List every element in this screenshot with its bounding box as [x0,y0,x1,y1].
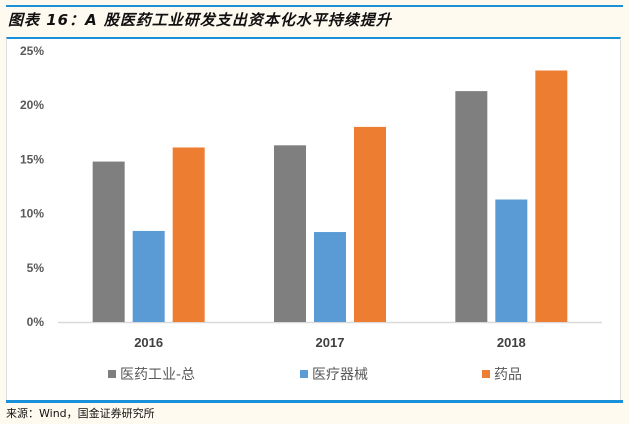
bar-2018-2 [535,70,568,323]
y-tick-label: 0% [27,315,45,329]
bar-2016-1 [132,230,165,322]
x-tick-label: 2016 [134,335,163,350]
figure-title: 图表 16：A 股医药工业研发支出资本化水平持续提升 [8,11,392,29]
legend-label: 药品 [494,367,522,383]
x-tick-label: 2017 [316,335,345,350]
legend-label: 医药工业-总 [120,367,195,383]
legend-swatch [482,370,490,378]
bar-2018-0 [455,91,488,322]
bar-2017-1 [314,232,346,322]
legend-swatch [300,370,308,378]
bar-2016-2 [172,147,205,322]
bar-2016-0 [92,161,125,322]
y-tick-label: 10% [20,207,44,221]
bar-2017-0 [274,145,306,322]
source-note: 来源：Wind，国金证券研究所 [6,407,155,420]
y-tick-label: 15% [20,152,44,166]
legend-label: 医疗器械 [312,367,368,383]
bottom-rule [6,400,623,403]
y-tick-label: 5% [27,261,45,275]
bar-2018-1 [495,199,528,322]
top-rule [6,5,623,7]
legend-swatch [108,370,116,378]
y-tick-label: 20% [20,98,44,112]
x-tick-label: 2018 [497,335,526,350]
y-tick-label: 25% [20,44,44,58]
bar-2017-2 [354,126,386,322]
